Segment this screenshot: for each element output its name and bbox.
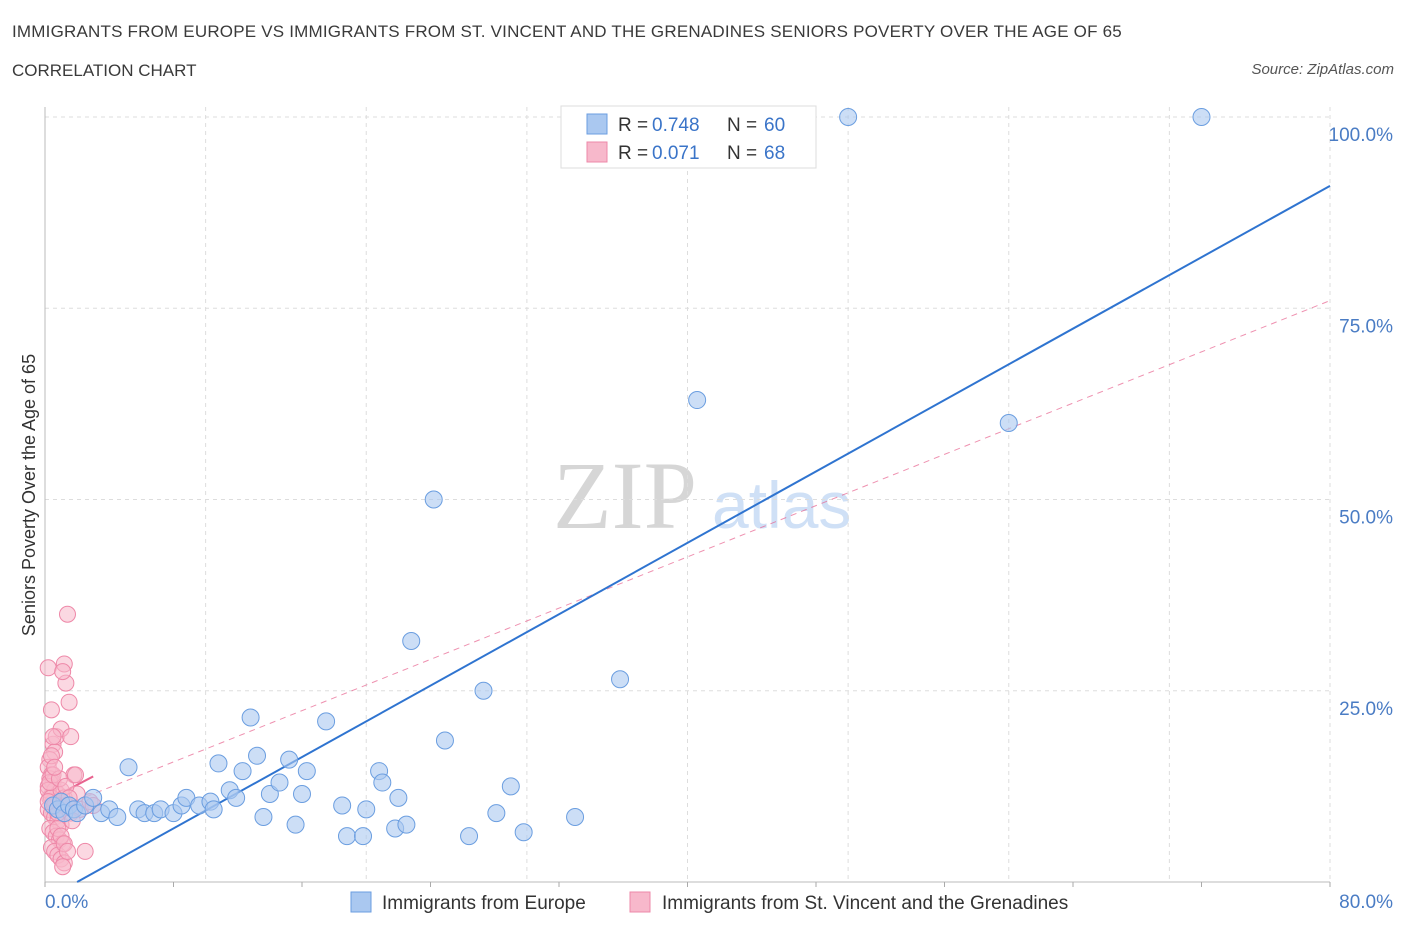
y-tick-label: 25.0% — [1339, 699, 1393, 720]
europe-trend-line — [76, 184, 1331, 883]
europe-point — [260, 785, 279, 804]
europe-point — [999, 414, 1018, 432]
source-label: Source: ZipAtlas.com — [1251, 61, 1394, 78]
europe-point — [209, 754, 228, 773]
europe-point — [566, 807, 585, 826]
y-axis-title: Seniors Poverty Over the Age of 65 — [19, 354, 39, 636]
legend-r-label-svg: R = — [618, 143, 648, 164]
europe-point — [474, 681, 493, 700]
svg-point — [76, 842, 94, 860]
europe-point — [357, 800, 376, 819]
svg-point — [44, 728, 62, 746]
legend-swatch-svg — [586, 141, 608, 163]
europe-point — [435, 731, 454, 750]
europe-point — [1192, 108, 1211, 126]
europe-point — [108, 807, 127, 826]
stats-legend: R = 0.748 N = 60 R = 0.071 N = 68 — [560, 105, 817, 169]
legend-n-label-svg: N = — [727, 143, 757, 164]
svg-point — [54, 858, 72, 876]
series-legend-swatch-svg — [629, 891, 651, 913]
chart-subtitle: CORRELATION CHART — [12, 61, 197, 80]
europe-point — [514, 823, 533, 842]
europe-point — [611, 670, 630, 689]
legend-r-value-svg: 0.071 — [652, 143, 700, 164]
x-tick-label: 80.0% — [1339, 892, 1393, 913]
svg-point — [58, 842, 76, 860]
svg-point — [39, 659, 57, 677]
svg-point — [42, 701, 60, 719]
svg-trend-extended — [44, 300, 1331, 814]
europe-point — [487, 804, 506, 823]
europe-point — [389, 788, 408, 807]
europe-point — [839, 108, 858, 126]
chart-title: IMMIGRANTS FROM EUROPE VS IMMIGRANTS FRO… — [12, 22, 1122, 41]
europe-point — [373, 773, 392, 792]
svg-point — [46, 758, 64, 776]
series-legend: Immigrants from Europe Immigrants from S… — [350, 891, 1068, 914]
europe-point — [293, 785, 311, 804]
europe-point — [317, 712, 336, 731]
europe-point — [297, 762, 316, 781]
europe-point — [501, 777, 520, 796]
legend-n-label-europe: N = — [727, 115, 757, 136]
europe-point — [280, 750, 299, 769]
svg-point — [54, 663, 72, 681]
europe-point — [402, 632, 421, 651]
data-points — [39, 108, 1211, 876]
europe-point — [354, 827, 373, 846]
europe-point — [84, 788, 103, 807]
europe-point — [119, 758, 138, 777]
europe-point — [270, 773, 289, 792]
watermark-atlas: atlas — [712, 468, 851, 542]
europe-point — [233, 762, 252, 781]
europe-point — [241, 708, 260, 727]
legend-swatch-europe — [586, 113, 608, 135]
x-tick-label: 0.0% — [45, 892, 88, 913]
svg-point — [62, 728, 80, 746]
legend-n-value-svg: 68 — [764, 143, 785, 164]
svg-point — [60, 693, 78, 711]
y-tick-label: 75.0% — [1339, 316, 1393, 337]
tick-labels: 25.0% 50.0% 75.0% 100.0% 0.0% 80.0% — [45, 125, 1393, 913]
europe-point — [460, 827, 479, 846]
europe-point — [254, 807, 273, 826]
europe-point — [286, 815, 305, 834]
europe-point — [688, 391, 707, 410]
europe-point — [227, 788, 246, 807]
europe-point — [333, 796, 352, 815]
europe-point — [424, 490, 443, 509]
legend-n-value-europe: 60 — [764, 115, 785, 136]
series-legend-label-europe: Immigrants from Europe — [382, 893, 586, 914]
europe-point — [204, 800, 223, 819]
europe-point — [397, 815, 416, 834]
watermark-zip: ZIP — [553, 442, 697, 549]
legend-r-label-europe: R = — [618, 115, 648, 136]
svg-point — [58, 605, 76, 623]
y-tick-label: 100.0% — [1329, 125, 1394, 146]
y-tick-label: 50.0% — [1339, 508, 1393, 529]
legend-r-value-europe: 0.748 — [652, 115, 700, 136]
series-legend-label-svg: Immigrants from St. Vincent and the Gren… — [662, 893, 1068, 914]
series-legend-swatch-europe — [350, 891, 372, 913]
europe-point — [248, 746, 267, 765]
europe-point — [337, 827, 356, 846]
svg-point — [67, 766, 85, 784]
